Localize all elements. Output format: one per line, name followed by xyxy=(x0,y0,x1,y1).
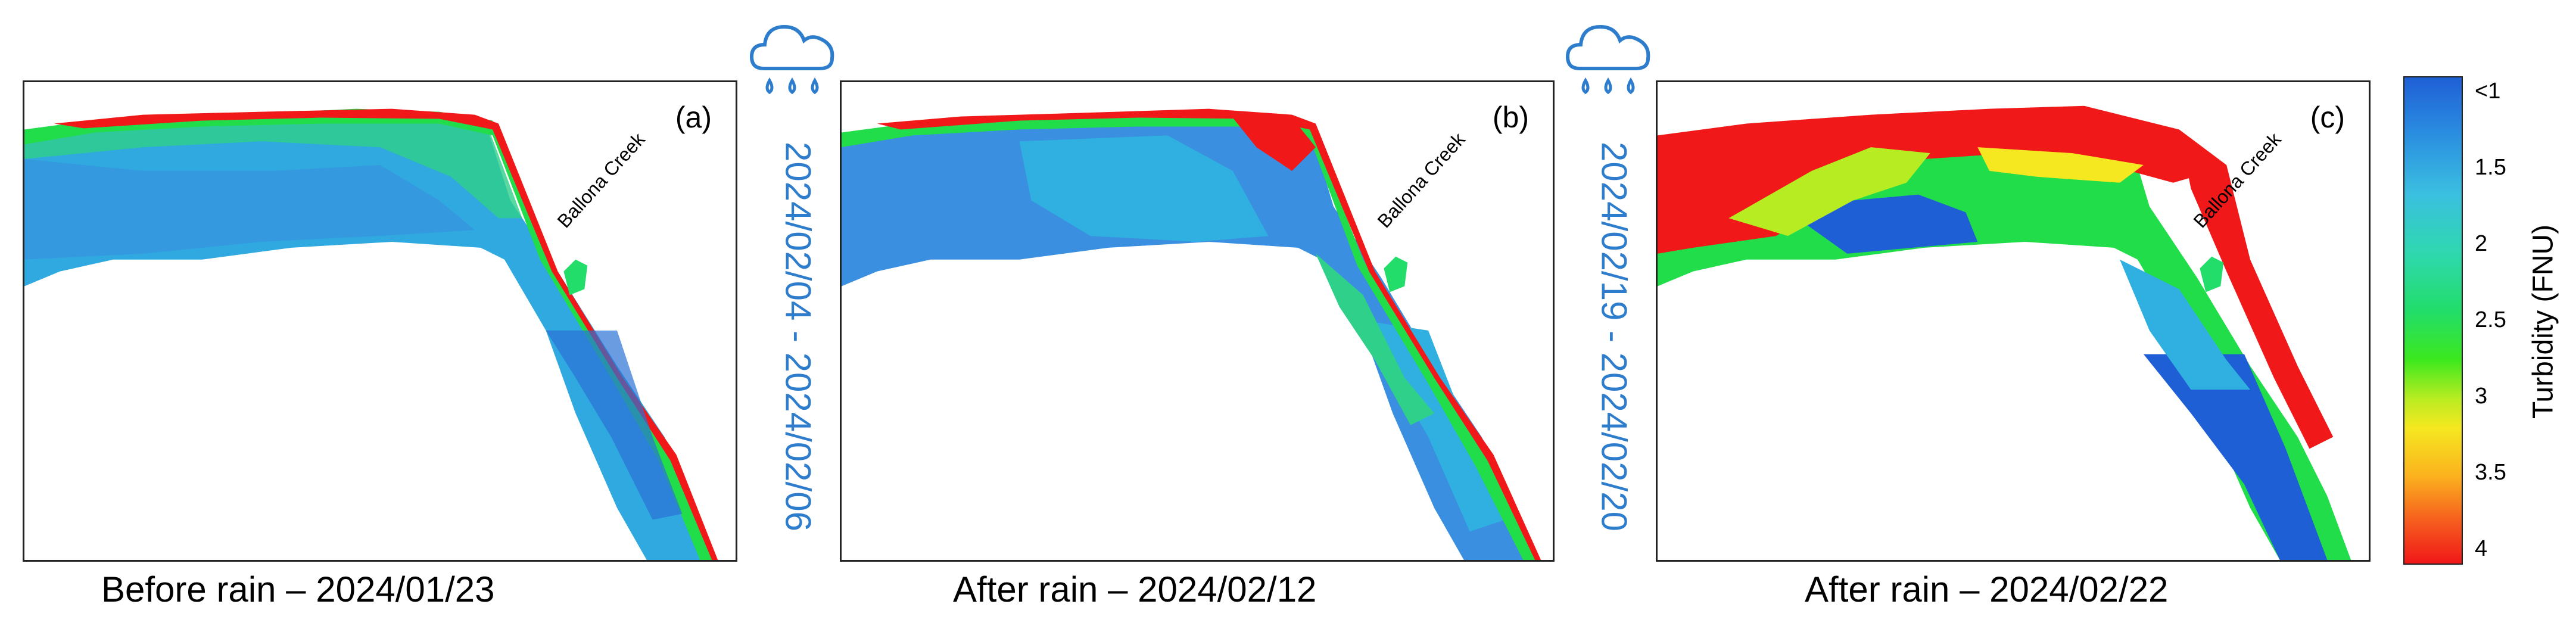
panel-letter-c: (c) xyxy=(2310,101,2345,134)
rain-cloud-icon xyxy=(1565,24,1650,95)
colorbar-tick: <1 xyxy=(2475,79,2501,104)
colorbar-tick: 2.5 xyxy=(2475,307,2506,332)
turbidity-map-b: (b) Ballona Creek xyxy=(840,80,1555,562)
rain-cloud-icon xyxy=(749,24,834,95)
caption-c: After rain – 2024/02/22 xyxy=(1805,569,2169,609)
satellite-map-a xyxy=(24,108,718,560)
colorbar-tick: 3 xyxy=(2475,384,2488,409)
satellite-map-b xyxy=(842,108,1541,560)
rain-dates-2: 2024/02/19 - 2024/02/20 xyxy=(1594,142,1634,531)
panel-letter-b: (b) xyxy=(1492,101,1529,134)
rain-event-1: 2024/02/04 - 2024/02/06 xyxy=(739,12,846,572)
colorbar-tick: 4 xyxy=(2475,536,2488,561)
colorbar-tick: 3.5 xyxy=(2475,460,2506,485)
colorbar-title: Turbidity (FNU) xyxy=(2527,224,2559,419)
satellite-map-c xyxy=(1658,105,2351,560)
rain-dates-1: 2024/02/04 - 2024/02/06 xyxy=(778,142,818,531)
colorbar-tick: 2 xyxy=(2475,231,2488,256)
turbidity-colorbar xyxy=(2403,76,2463,565)
panel-letter-a: (a) xyxy=(675,101,712,134)
caption-b: After rain – 2024/02/12 xyxy=(953,569,1317,609)
turbidity-map-c: (c) Ballona Creek xyxy=(1656,80,2371,562)
caption-a: Before rain – 2024/01/23 xyxy=(101,569,495,609)
turbidity-map-a: (a) Ballona Creek xyxy=(23,80,737,562)
rain-event-2: 2024/02/19 - 2024/02/20 xyxy=(1555,12,1662,572)
colorbar-tick: 1.5 xyxy=(2475,155,2506,180)
